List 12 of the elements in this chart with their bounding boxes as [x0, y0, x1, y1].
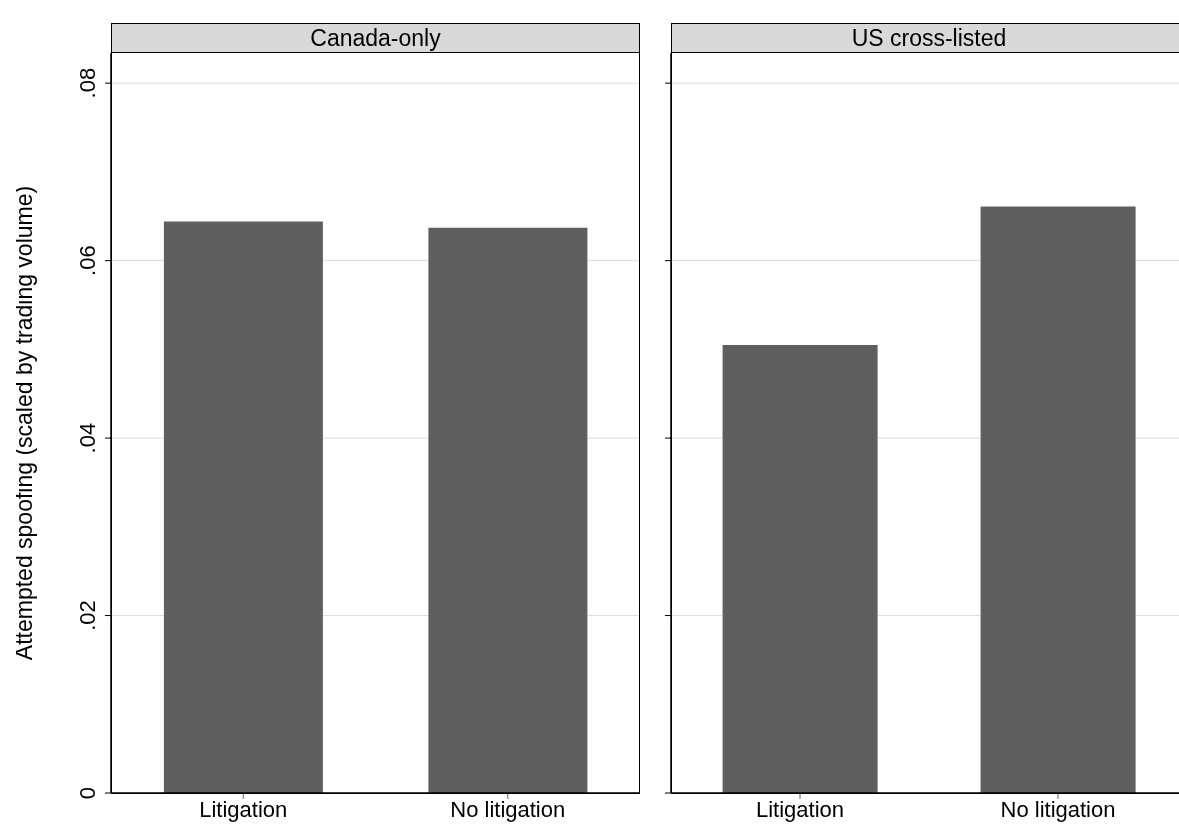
y-tick-label: .02	[75, 600, 100, 631]
x-tick-label: Litigation	[755, 796, 845, 822]
y-tick-label: 0	[75, 786, 100, 800]
x-tick-label: No litigation	[1000, 796, 1116, 822]
x-tick-label: Litigation	[199, 796, 288, 822]
y-tick-label: .08	[75, 67, 100, 99]
chart-title: Canada-only	[111, 23, 640, 53]
y-tick-label: .06	[75, 245, 100, 276]
y-axis-title: Attempted spoofing (scaled by trading volume)	[11, 185, 38, 661]
chart-title: US cross-listed	[671, 23, 1179, 53]
y-tick-label: .04	[75, 422, 100, 454]
x-tick-label: No litigation	[450, 796, 566, 822]
